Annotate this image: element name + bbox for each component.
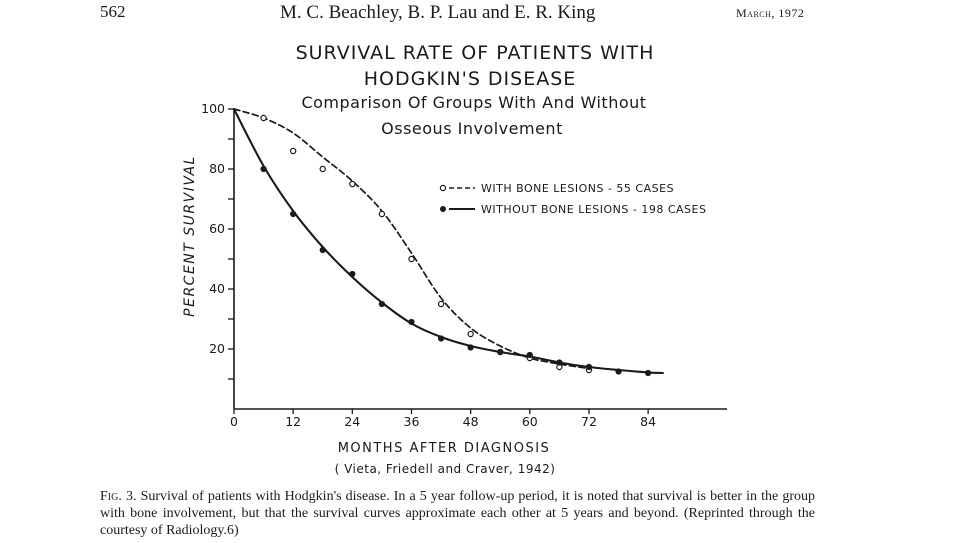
with-bone-lesions-point bbox=[408, 255, 415, 263]
chart-title-line-2: HODGKIN'S DISEASE bbox=[364, 68, 577, 90]
figure-caption: Fig. 3. Survival of patients with Hodgki… bbox=[100, 488, 815, 539]
axis-ticks: 0 12 24 36 48 60 72 84 20 40 60 80 100 bbox=[201, 101, 656, 429]
without-bone-lesions-point bbox=[437, 335, 445, 342]
x-axis-label: MONTHS AFTER DIAGNOSIS bbox=[338, 441, 551, 456]
without-bone-lesions-point bbox=[556, 359, 563, 366]
x-tick-label: 60 bbox=[522, 414, 538, 429]
x-tick-label: 84 bbox=[640, 414, 656, 429]
series-markers bbox=[260, 114, 652, 377]
caption-label: Fig. 3. bbox=[100, 489, 137, 504]
with-bone-lesions-point bbox=[437, 300, 445, 308]
y-tick-label: 60 bbox=[209, 221, 225, 236]
series-curves bbox=[232, 107, 664, 375]
without-bone-lesions-point bbox=[497, 348, 504, 356]
with-bone-lesions-point bbox=[289, 147, 297, 155]
without-bone-lesions-point bbox=[349, 270, 356, 278]
without-bone-lesions-point bbox=[319, 246, 326, 254]
chart-source-citation: ( Vieta, Friedell and Craver, 1942) bbox=[335, 462, 556, 476]
without-bone-lesions-point bbox=[378, 300, 385, 308]
caption-text: Survival of patients with Hodgkin's dise… bbox=[100, 489, 816, 538]
survival-chart: SURVIVAL RATE OF PATIENTS WITH HODGKIN'S… bbox=[182, 42, 727, 476]
x-tick-label: 0 bbox=[230, 414, 238, 429]
chart-title-line-1: SURVIVAL RATE OF PATIENTS WITH bbox=[296, 42, 655, 64]
x-tick-label: 12 bbox=[285, 414, 301, 429]
x-tick-label: 72 bbox=[581, 414, 597, 429]
y-tick-label: 40 bbox=[209, 281, 225, 296]
without-bone-lesions-point bbox=[467, 344, 474, 351]
without-bone-lesions-point bbox=[645, 369, 652, 377]
legend: WITH BONE LESIONS - 55 CASES WITHOUT BON… bbox=[439, 182, 706, 216]
without-bone-lesions-point bbox=[408, 318, 415, 326]
with-bone-lesions-point bbox=[260, 114, 267, 122]
without-bone-lesions-curve bbox=[232, 107, 664, 375]
with-bone-lesions-point bbox=[319, 165, 326, 173]
y-tick-label: 100 bbox=[201, 101, 225, 116]
y-axis-label: PERCENT SURVIVAL bbox=[182, 155, 198, 317]
without-bone-lesions-point bbox=[585, 363, 593, 371]
legend-label-without-bone-lesions: WITHOUT BONE LESIONS - 198 CASES bbox=[481, 203, 706, 216]
legend-label-with-bone-lesions: WITH BONE LESIONS - 55 CASES bbox=[481, 182, 674, 195]
without-bone-lesions-point bbox=[526, 351, 533, 359]
with-bone-lesions-point bbox=[467, 330, 474, 338]
legend-open-circle-marker bbox=[439, 184, 447, 192]
y-tick-label: 20 bbox=[209, 341, 225, 356]
with-bone-lesions-point bbox=[349, 180, 356, 188]
chart-subtitle-line-1: Comparison Of Groups With And Without bbox=[301, 93, 646, 112]
without-bone-lesions-point bbox=[260, 165, 267, 173]
with-bone-lesions-curve bbox=[233, 108, 590, 370]
running-header-date: March, 1972 bbox=[736, 6, 805, 20]
with-bone-lesions-point bbox=[378, 210, 386, 218]
without-bone-lesions-point bbox=[290, 210, 297, 218]
x-tick-label: 48 bbox=[463, 414, 479, 429]
x-tick-label: 36 bbox=[404, 414, 420, 429]
legend-filled-circle-marker bbox=[440, 206, 446, 212]
chart-subtitle-line-2: Osseous Involvement bbox=[381, 119, 563, 138]
running-header-authors: M. C. Beachley, B. P. Lau and E. R. King bbox=[280, 2, 596, 23]
x-tick-label: 24 bbox=[344, 414, 360, 429]
without-bone-lesions-point bbox=[615, 368, 622, 375]
y-tick-label: 80 bbox=[209, 161, 225, 176]
page-number: 562 bbox=[100, 2, 126, 21]
